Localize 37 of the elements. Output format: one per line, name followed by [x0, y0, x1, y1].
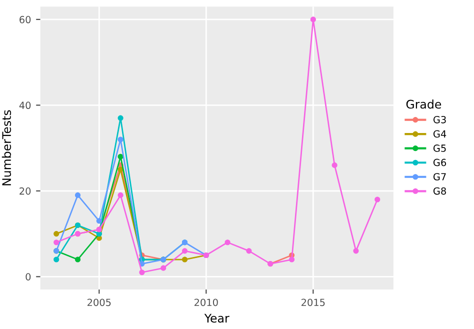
point [74, 192, 81, 198]
legend-label: G4 [433, 130, 446, 138]
point [332, 162, 338, 168]
point [54, 240, 60, 246]
point [54, 231, 60, 237]
point [246, 248, 252, 254]
point [310, 16, 316, 22]
legend-label: G3 [433, 116, 446, 124]
y-tick-label: 40 [19, 102, 31, 110]
point [96, 218, 102, 224]
point [182, 248, 188, 254]
x-tick-label: 2010 [194, 298, 218, 306]
point [160, 265, 166, 271]
y-axis-title: NumberTests [2, 110, 12, 186]
point [54, 256, 60, 262]
point [118, 136, 124, 142]
x-axis-title: Year [204, 314, 230, 323]
legend-label: G6 [433, 158, 446, 166]
point [353, 248, 359, 254]
point [74, 256, 81, 262]
legend-label: G5 [433, 144, 446, 152]
point [118, 154, 124, 160]
legend-label: G7 [433, 173, 446, 180]
point [118, 192, 124, 198]
point [224, 240, 230, 246]
point [118, 115, 124, 121]
legend-title: Grade [406, 100, 442, 109]
y-tick-label: 20 [20, 187, 31, 195]
y-tick-label: 0 [26, 273, 31, 280]
point [374, 196, 380, 202]
x-tick-label: 2015 [302, 298, 325, 306]
y-tick-label: 60 [20, 16, 31, 24]
x-tick-label: 2005 [87, 298, 111, 306]
point [139, 270, 145, 276]
point [288, 256, 295, 262]
legend-label: G8 [433, 187, 446, 195]
point [182, 256, 188, 262]
